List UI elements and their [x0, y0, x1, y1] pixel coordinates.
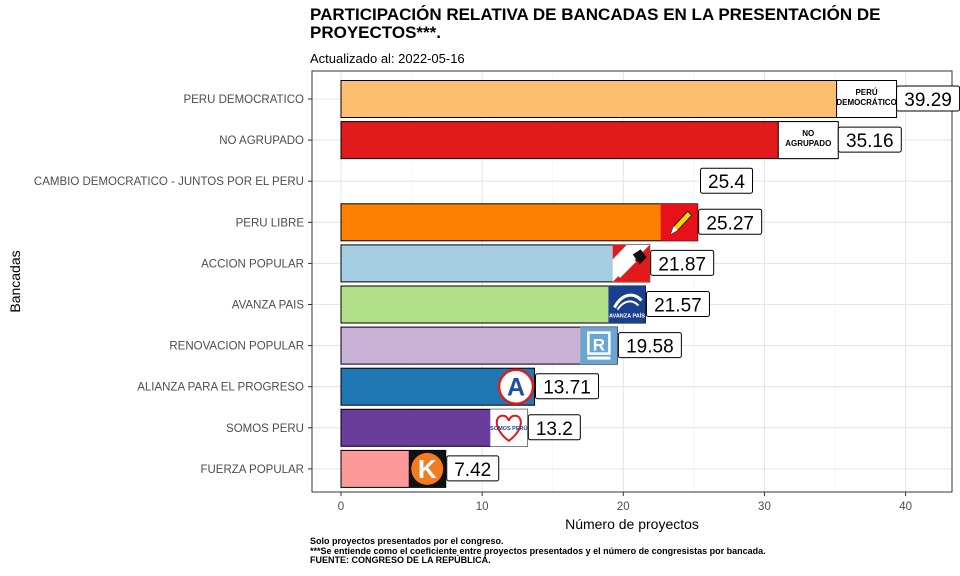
y-tick-label: NO AGRUPADO — [219, 135, 304, 147]
value-label-text: 13.71 — [543, 378, 591, 399]
renovacion-icon: R — [593, 336, 605, 355]
shovel-icon — [617, 258, 637, 278]
y-tick-label: AVANZA PAIS — [232, 300, 305, 312]
y-tick-label: ALIANZA PARA EL PROGRESO — [137, 382, 304, 394]
avanza-icon — [616, 300, 640, 311]
x-axis-title: Número de proyectos — [565, 516, 699, 532]
value-label: 39.29 — [896, 85, 960, 112]
shovel-icon — [612, 244, 627, 260]
value-label: 35.16 — [837, 126, 902, 153]
bar — [340, 244, 651, 283]
value-label: 21.57 — [645, 291, 710, 317]
x-tick-label: 40 — [899, 501, 912, 513]
value-label-text: 39.29 — [904, 90, 952, 111]
y-tick-label: ACCION POPULAR — [201, 258, 304, 270]
party-logo: A — [497, 368, 535, 405]
x-axis: 0 10 20 30 40 — [338, 492, 912, 513]
value-label-text: 25.4 — [708, 172, 745, 193]
alianza-icon — [497, 368, 535, 405]
party-logo — [612, 244, 650, 282]
value-label-box — [535, 373, 600, 400]
fuerza-icon: K — [418, 454, 437, 484]
party-logo — [660, 203, 698, 241]
alianza-icon: A — [507, 374, 525, 402]
chart-subtitle: Actualizado al: 2022-05-16 — [310, 51, 465, 66]
value-label: 13.2 — [527, 414, 581, 441]
caption-line-2: ***Se entiende como el coeficiente entre… — [310, 545, 766, 556]
value-label-text: 21.57 — [654, 296, 702, 317]
y-tick-label: PERU LIBRE — [236, 217, 305, 229]
value-label-box — [837, 126, 902, 153]
party-logo: SOMOS PERÚ — [490, 409, 527, 447]
logo-text: AGRUPADO — [785, 139, 831, 148]
party-logo: AVANZA PAÍS — [608, 286, 646, 323]
value-label: 13.71 — [535, 373, 600, 400]
somos-icon — [495, 414, 522, 443]
logo-text: PERÚ — [855, 88, 877, 97]
y-axis-title: Bancadas — [7, 250, 23, 312]
x-tick-label: 0 — [338, 501, 344, 513]
value-label: 21.87 — [650, 249, 715, 276]
y-tick-label: CAMBIO DEMOCRATICO - JUNTOS POR EL PERU — [34, 176, 304, 188]
logo-box — [836, 80, 898, 118]
bar — [340, 203, 699, 242]
value-label-text: 25.27 — [706, 213, 754, 234]
bar — [340, 121, 838, 160]
value-label-text: 21.87 — [658, 254, 706, 275]
logo-text: NO — [802, 129, 814, 138]
value-label: 19.58 — [617, 332, 682, 359]
value-label-text: 35.16 — [846, 131, 894, 152]
value-label: 25.27 — [698, 208, 763, 235]
value-label-box — [617, 332, 682, 359]
fuerza-icon — [411, 452, 444, 485]
somos-icon: SOMOS PERÚ — [490, 425, 527, 432]
value-label-text: 13.2 — [536, 419, 573, 440]
value-label-box — [650, 249, 715, 276]
panel-border — [311, 70, 953, 493]
x-tick-label: 20 — [617, 501, 630, 513]
party-logo: K — [408, 450, 446, 488]
y-tick-label: RENOVACION POPULAR — [169, 341, 304, 353]
shovel-icon — [632, 249, 647, 265]
y-tick-label: PERU DEMOCRATICO — [183, 94, 304, 106]
logo-text: DEMOCRÁTICO — [836, 98, 896, 107]
value-label: 7.42 — [446, 455, 500, 482]
avanza-icon: AVANZA PAÍS — [609, 312, 645, 320]
value-label-box — [446, 455, 500, 482]
value-label-box — [700, 167, 754, 194]
x-tick-label: 10 — [476, 501, 489, 513]
chart-title: PARTICIPACIÓN RELATIVA DE BANCADAS EN LA… — [310, 5, 881, 42]
pencil-icon — [670, 226, 678, 235]
chart-caption: Solo proyectos presentados por el congre… — [310, 536, 766, 566]
value-label-box — [645, 291, 710, 317]
value-label: 25.4 — [700, 167, 754, 194]
caption-line-1: Solo proyectos presentados por el congre… — [310, 536, 504, 546]
renovacion-icon — [587, 331, 611, 355]
y-axis: PERU DEMOCRATICO NO AGRUPADO CAMBIO DEMOCR… — [34, 94, 312, 476]
bars — [340, 80, 897, 488]
value-label-box — [527, 414, 581, 441]
bar — [340, 80, 897, 118]
y-tick-label: SOMOS PERU — [226, 423, 304, 435]
logo-box — [777, 121, 839, 160]
renovacion-icon — [587, 356, 611, 360]
party-logo: R — [580, 327, 618, 365]
x-tick-label: 30 — [758, 501, 771, 513]
caption-line-3: FUENTE: CONGRESO DE LA REPÚBLICA. — [310, 555, 491, 565]
bar — [340, 326, 618, 365]
value-label-text: 19.58 — [626, 337, 674, 358]
y-tick-label: FUERZA POPULAR — [200, 464, 304, 476]
bar — [340, 285, 646, 324]
value-label-box — [698, 208, 763, 235]
avanza-icon — [613, 293, 643, 309]
value-label-text: 7.42 — [454, 460, 491, 481]
